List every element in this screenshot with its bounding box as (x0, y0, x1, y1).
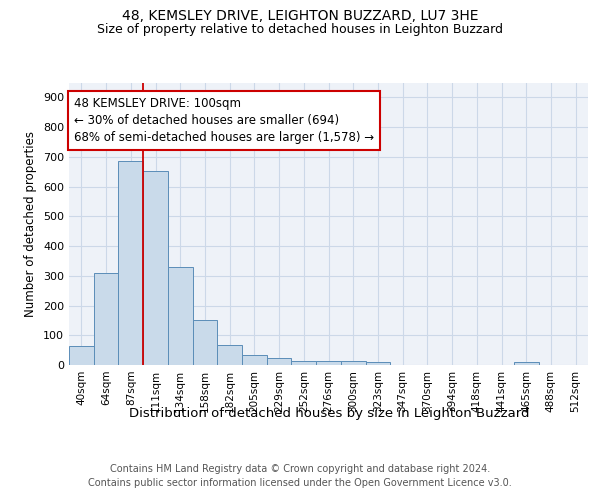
Bar (514, 362, 539, 365)
Bar (365, 362, 390, 365)
Y-axis label: Number of detached properties: Number of detached properties (25, 130, 37, 317)
Text: Distribution of detached houses by size in Leighton Buzzard: Distribution of detached houses by size … (128, 408, 529, 420)
Bar (341, 362, 365, 365)
Text: 48, KEMSLEY DRIVE, LEIGHTON BUZZARD, LU7 3HE: 48, KEMSLEY DRIVE, LEIGHTON BUZZARD, LU7… (122, 9, 478, 23)
Bar (143, 171, 168, 365)
Bar (217, 345, 242, 365)
Bar (316, 362, 341, 365)
Bar (168, 268, 193, 365)
Bar (242, 354, 267, 365)
Bar (69, 346, 94, 365)
Bar (267, 358, 292, 365)
Text: Contains HM Land Registry data © Crown copyright and database right 2024.
Contai: Contains HM Land Registry data © Crown c… (88, 464, 512, 487)
Text: Size of property relative to detached houses in Leighton Buzzard: Size of property relative to detached ho… (97, 22, 503, 36)
Text: 48 KEMSLEY DRIVE: 100sqm
← 30% of detached houses are smaller (694)
68% of semi-: 48 KEMSLEY DRIVE: 100sqm ← 30% of detach… (74, 98, 374, 144)
Bar (118, 160, 143, 365)
Bar (193, 320, 217, 365)
Bar (292, 360, 316, 365)
Bar (94, 273, 118, 365)
